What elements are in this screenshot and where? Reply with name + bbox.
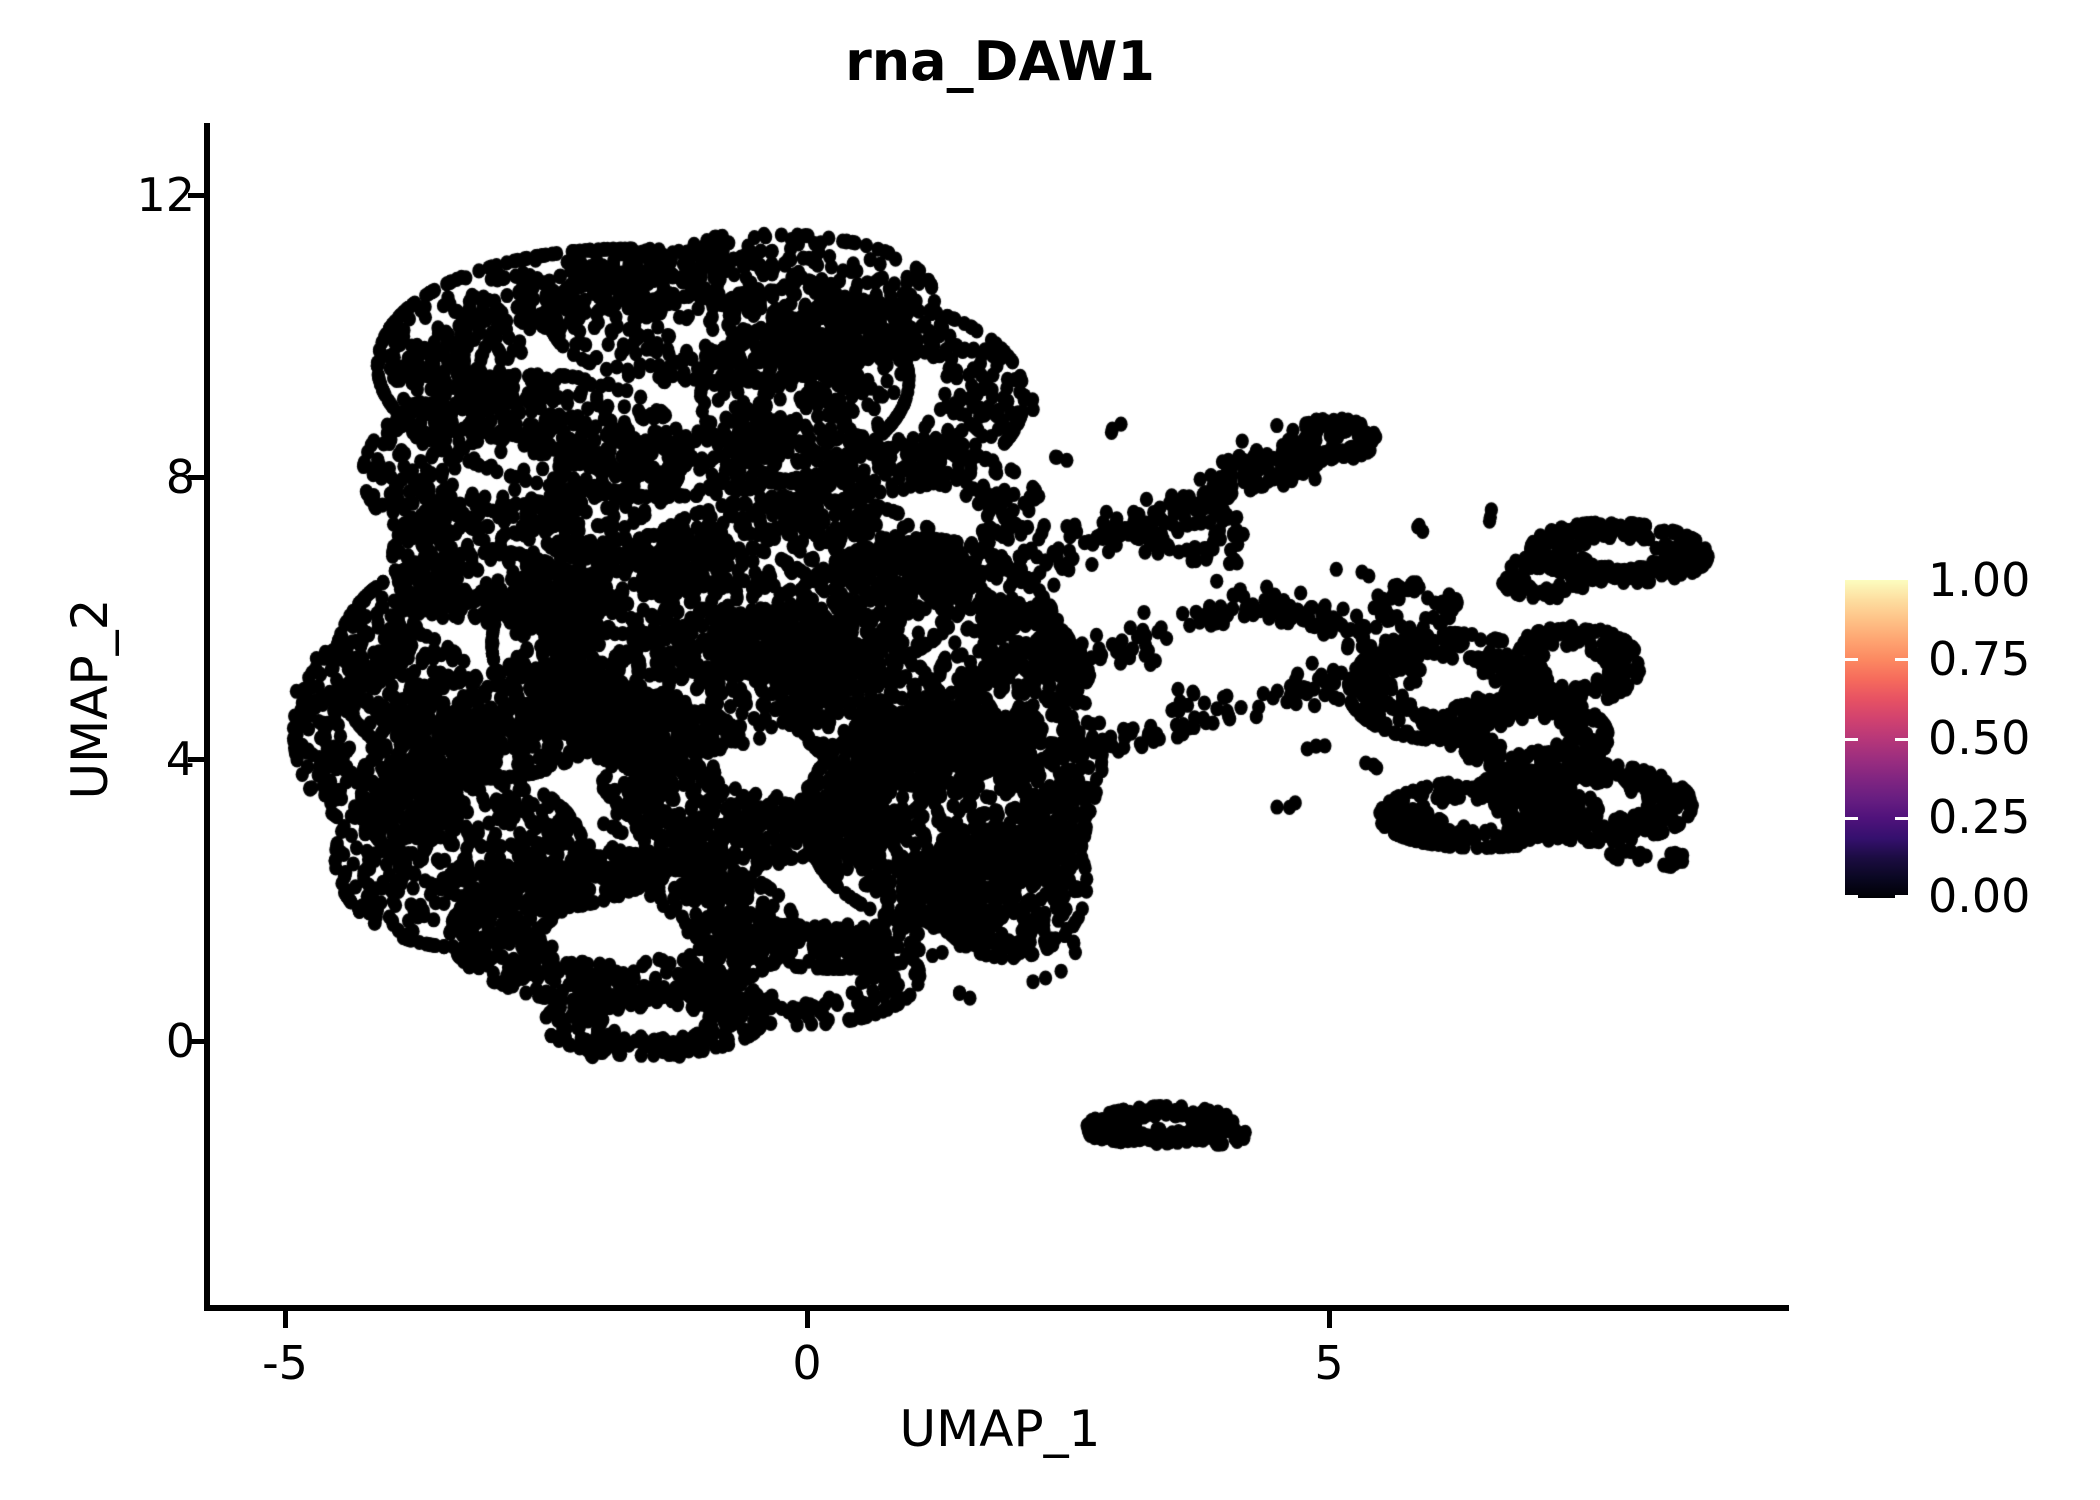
x-axis-spine	[204, 1305, 1789, 1311]
y-tick-mark-4	[188, 757, 205, 762]
x-tick-label-neg5: -5	[262, 1336, 308, 1390]
colorbar	[1845, 580, 1908, 898]
y-tick-label-12: 12	[136, 168, 195, 222]
colorbar-tick-mark-050-r	[1895, 738, 1908, 741]
y-tick-label-4: 4	[165, 732, 195, 786]
colorbar-label-050: 0.50	[1928, 711, 2031, 765]
y-axis-spine	[204, 123, 210, 1311]
y-tick-label-0: 0	[165, 1014, 195, 1068]
scatter-points-layer	[210, 123, 1789, 1305]
colorbar-tick-mark-075	[1845, 658, 1858, 661]
x-tick-mark-5	[1327, 1311, 1332, 1328]
x-tick-label-5: 5	[1314, 1336, 1344, 1390]
x-tick-mark-0	[805, 1311, 810, 1328]
colorbar-label-000: 0.00	[1928, 869, 2031, 923]
y-tick-mark-8	[188, 475, 205, 480]
colorbar-tick-mark-000	[1845, 895, 1858, 898]
colorbar-tick-mark-000-r	[1895, 895, 1908, 898]
x-tick-mark-neg5	[283, 1311, 288, 1328]
y-axis-label: UMAP_2	[61, 598, 119, 800]
colorbar-tick-mark-075-r	[1895, 658, 1908, 661]
page-title: rna_DAW1	[845, 30, 1155, 93]
colorbar-tick-mark-025	[1845, 817, 1858, 820]
colorbar-label-100: 1.00	[1928, 553, 2031, 607]
x-tick-label-0: 0	[792, 1336, 822, 1390]
y-tick-mark-12	[188, 193, 205, 198]
colorbar-tick-mark-050	[1845, 738, 1858, 741]
y-tick-mark-0	[188, 1039, 205, 1044]
colorbar-label-075: 0.75	[1928, 632, 2031, 686]
colorbar-tick-mark-025-r	[1895, 817, 1908, 820]
y-tick-label-8: 8	[165, 450, 195, 504]
colorbar-label-025: 0.25	[1928, 790, 2031, 844]
x-axis-label: UMAP_1	[899, 1400, 1101, 1458]
plot-area	[210, 123, 1789, 1305]
